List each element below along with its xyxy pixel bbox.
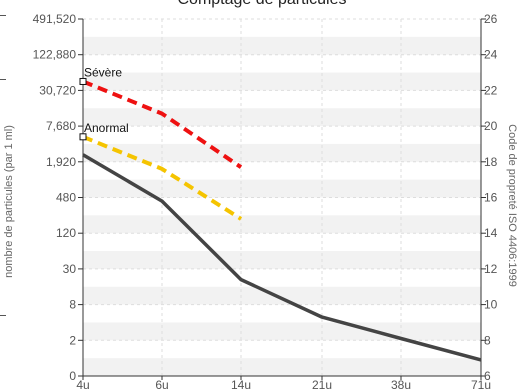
- y-tick-label-right: 6: [484, 369, 491, 383]
- series-line: [82, 134, 243, 221]
- y-tick-label-right: 8: [484, 333, 491, 347]
- y-tick-label-left: 1,920: [46, 155, 76, 169]
- series-start-marker: [79, 133, 87, 141]
- y-tick-label-right: 24: [484, 48, 498, 62]
- y-tick-label-right: 16: [484, 191, 498, 205]
- y-tick-label-right: 12: [484, 262, 498, 276]
- band: [83, 215, 481, 234]
- x-tick-label: 14u: [231, 378, 251, 391]
- band: [83, 108, 481, 127]
- left-edge-fragment-1: [0, 15, 6, 16]
- band: [83, 179, 481, 198]
- y-tick-label-right: 26: [484, 12, 498, 26]
- series-line: [82, 153, 482, 362]
- y-tick-label-left: 2: [69, 333, 76, 347]
- y-tick-label-right: 10: [484, 298, 498, 312]
- chart-title: Comptage de particules: [0, 0, 524, 9]
- band: [83, 358, 481, 376]
- series-start-marker: [79, 77, 87, 85]
- band: [83, 36, 481, 55]
- band: [83, 251, 481, 269]
- x-tick-label: 38u: [391, 378, 411, 391]
- band: [83, 143, 481, 162]
- y-tick-label-left: 7,680: [46, 119, 76, 133]
- series-line: [82, 79, 243, 169]
- series-label: Sévère: [84, 65, 122, 79]
- y-tick-label-left: 491,520: [33, 12, 77, 26]
- band: [83, 322, 481, 341]
- y-tick-label-right: 18: [484, 155, 498, 169]
- left-edge-fragment-2: [0, 79, 6, 80]
- y-tick-label-left: 122,880: [33, 48, 77, 62]
- y-axis-title-left: nombre de particules (par 1 ml): [3, 125, 15, 278]
- y-tick-label-left: 480: [56, 191, 76, 205]
- left-edge-fragment-3: [0, 315, 6, 316]
- x-tick-label: 6u: [155, 378, 168, 391]
- y-tick-label-right: 22: [484, 83, 498, 97]
- y-tick-label-right: 20: [484, 119, 498, 133]
- y-tick-label-left: 8: [69, 298, 76, 312]
- x-tick-label: 4u: [76, 378, 89, 391]
- x-tick-label: 21u: [312, 378, 332, 391]
- y-axis-title-right: Code de propreté ISO 4406:1999: [506, 124, 518, 287]
- y-tick-label-left: 30: [63, 262, 77, 276]
- series-label: Anormal: [84, 121, 129, 135]
- y-tick-label-left: 120: [56, 226, 76, 240]
- y-tick-label-left: 30,720: [39, 83, 76, 97]
- y-tick-label-left: 0: [69, 369, 76, 383]
- x-tick-label: 71u: [471, 378, 491, 391]
- y-tick-label-right: 14: [484, 226, 498, 240]
- band: [83, 72, 481, 91]
- band: [83, 286, 481, 305]
